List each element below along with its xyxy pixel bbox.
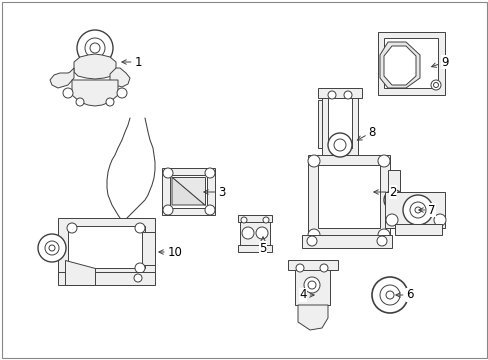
Polygon shape [379,42,419,88]
Polygon shape [327,98,351,148]
Text: 2: 2 [373,185,396,198]
Circle shape [433,82,438,87]
Polygon shape [302,235,391,248]
Circle shape [379,285,399,305]
Circle shape [377,155,389,167]
Circle shape [135,263,145,273]
Circle shape [307,281,315,289]
Circle shape [327,133,351,157]
Circle shape [307,155,319,167]
Text: 6: 6 [395,288,413,302]
Circle shape [319,264,327,272]
Circle shape [371,277,407,313]
Polygon shape [74,54,116,79]
Text: 10: 10 [159,246,182,258]
Polygon shape [387,170,399,228]
Circle shape [383,190,403,210]
Circle shape [343,91,351,99]
Circle shape [402,195,432,225]
Text: 1: 1 [122,55,142,68]
Circle shape [163,205,173,215]
Circle shape [385,214,397,226]
Circle shape [67,223,77,233]
Circle shape [377,229,389,241]
Polygon shape [294,265,329,305]
Circle shape [333,139,346,151]
Polygon shape [142,232,155,265]
Circle shape [327,91,335,99]
Circle shape [163,168,173,178]
Circle shape [430,80,440,90]
Polygon shape [238,245,271,252]
Polygon shape [307,155,389,240]
Polygon shape [240,218,269,248]
Circle shape [134,274,142,282]
Polygon shape [317,88,361,98]
Text: 9: 9 [431,55,448,68]
Text: 3: 3 [203,185,225,198]
Circle shape [409,202,425,218]
Text: 8: 8 [357,126,375,140]
Circle shape [85,38,105,58]
Polygon shape [384,192,444,228]
Polygon shape [317,165,379,228]
Polygon shape [317,100,321,148]
Circle shape [433,214,445,226]
Circle shape [38,234,66,262]
Polygon shape [72,80,118,106]
Circle shape [376,236,386,246]
Circle shape [241,217,246,223]
Polygon shape [170,175,206,208]
Polygon shape [377,32,444,95]
Polygon shape [321,90,357,155]
Text: 5: 5 [259,237,266,255]
Polygon shape [297,305,327,330]
Circle shape [385,291,393,299]
Circle shape [49,245,55,251]
Polygon shape [50,68,74,88]
Polygon shape [110,68,130,87]
Circle shape [295,264,304,272]
Polygon shape [58,218,155,278]
Circle shape [67,263,77,273]
Circle shape [71,274,79,282]
Text: 4: 4 [299,288,313,302]
Circle shape [117,88,127,98]
Circle shape [414,207,420,213]
Polygon shape [58,272,155,285]
Circle shape [45,241,59,255]
Polygon shape [172,177,204,205]
Circle shape [106,98,114,106]
Circle shape [263,217,268,223]
Circle shape [242,227,253,239]
Polygon shape [394,224,441,235]
Circle shape [76,98,84,106]
Polygon shape [383,46,415,85]
Circle shape [307,229,319,241]
Circle shape [304,277,319,293]
Circle shape [90,43,100,53]
Polygon shape [68,226,145,268]
Circle shape [204,205,215,215]
Polygon shape [65,260,95,285]
Text: 7: 7 [418,203,435,216]
Circle shape [256,227,267,239]
Circle shape [77,30,113,66]
Polygon shape [172,177,204,205]
Circle shape [135,223,145,233]
Circle shape [63,88,73,98]
Polygon shape [287,260,337,270]
Polygon shape [162,168,215,215]
Polygon shape [238,215,271,222]
Circle shape [204,168,215,178]
Polygon shape [383,38,437,88]
Circle shape [306,236,316,246]
Circle shape [388,195,398,205]
